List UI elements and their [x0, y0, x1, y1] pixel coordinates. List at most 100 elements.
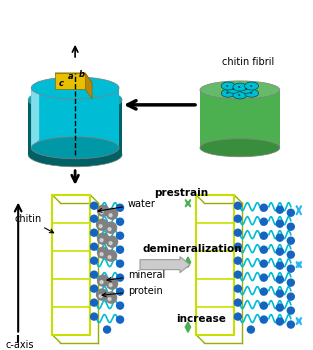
Circle shape — [105, 222, 116, 233]
Circle shape — [108, 228, 111, 231]
Circle shape — [98, 205, 109, 216]
Circle shape — [98, 247, 109, 258]
Circle shape — [116, 246, 124, 253]
Ellipse shape — [239, 85, 253, 93]
Circle shape — [90, 243, 98, 250]
Circle shape — [99, 225, 102, 228]
Circle shape — [287, 279, 294, 286]
Ellipse shape — [244, 89, 259, 97]
Circle shape — [90, 313, 98, 320]
Circle shape — [234, 243, 241, 250]
Circle shape — [287, 251, 294, 258]
Circle shape — [108, 256, 111, 259]
Circle shape — [109, 242, 112, 245]
Polygon shape — [31, 88, 119, 148]
Circle shape — [90, 285, 98, 292]
Text: protein: protein — [102, 286, 163, 297]
Polygon shape — [31, 80, 39, 148]
Ellipse shape — [28, 143, 122, 167]
Circle shape — [276, 206, 283, 213]
Circle shape — [276, 248, 283, 255]
Text: a: a — [249, 91, 252, 95]
Circle shape — [234, 202, 241, 209]
Polygon shape — [28, 100, 122, 155]
Circle shape — [276, 304, 283, 311]
Circle shape — [116, 260, 124, 267]
Circle shape — [287, 307, 294, 314]
Circle shape — [106, 278, 118, 289]
Circle shape — [260, 316, 267, 323]
Text: a: a — [226, 84, 229, 88]
Circle shape — [104, 326, 110, 333]
Circle shape — [100, 281, 103, 284]
Text: chitin: chitin — [14, 214, 54, 233]
Circle shape — [116, 288, 124, 295]
Circle shape — [90, 299, 98, 306]
Circle shape — [116, 274, 124, 281]
Ellipse shape — [233, 91, 247, 99]
Text: c: c — [59, 79, 64, 88]
Circle shape — [234, 313, 241, 320]
Text: a: a — [231, 87, 234, 91]
Circle shape — [90, 257, 98, 264]
Text: demineralization: demineralization — [142, 244, 242, 254]
Text: b: b — [79, 70, 85, 79]
Circle shape — [100, 239, 103, 242]
Circle shape — [287, 223, 294, 230]
Circle shape — [234, 257, 241, 264]
Ellipse shape — [244, 82, 259, 90]
Circle shape — [276, 290, 283, 297]
Circle shape — [116, 218, 124, 225]
Circle shape — [234, 271, 241, 278]
Bar — [52, 195, 90, 335]
Circle shape — [116, 302, 124, 309]
Ellipse shape — [221, 89, 235, 97]
Circle shape — [287, 293, 294, 300]
Text: a: a — [238, 93, 240, 97]
Circle shape — [106, 236, 118, 247]
Circle shape — [90, 271, 98, 278]
Circle shape — [287, 209, 294, 216]
Circle shape — [247, 326, 254, 333]
Circle shape — [100, 211, 103, 214]
Circle shape — [276, 318, 283, 325]
Circle shape — [109, 214, 112, 217]
Circle shape — [116, 316, 124, 323]
Circle shape — [98, 275, 109, 286]
Text: water: water — [98, 199, 156, 212]
Circle shape — [90, 215, 98, 222]
Circle shape — [234, 229, 241, 236]
Circle shape — [97, 289, 108, 300]
Circle shape — [98, 233, 109, 244]
Circle shape — [287, 237, 294, 244]
Circle shape — [260, 246, 267, 253]
FancyArrow shape — [140, 257, 190, 273]
Text: increase: increase — [176, 314, 226, 324]
Text: a: a — [68, 72, 74, 81]
Polygon shape — [200, 90, 280, 148]
Circle shape — [116, 232, 124, 239]
Circle shape — [116, 204, 124, 211]
Ellipse shape — [31, 77, 119, 99]
Circle shape — [276, 262, 283, 269]
Circle shape — [90, 202, 98, 209]
Circle shape — [276, 276, 283, 283]
Circle shape — [260, 218, 267, 225]
Circle shape — [105, 250, 116, 261]
Circle shape — [276, 234, 283, 241]
Circle shape — [90, 229, 98, 236]
Circle shape — [287, 321, 294, 328]
Bar — [196, 195, 234, 335]
Text: a: a — [244, 87, 247, 91]
Ellipse shape — [221, 82, 235, 90]
Circle shape — [260, 274, 267, 281]
Circle shape — [260, 260, 267, 267]
Text: mineral: mineral — [107, 270, 165, 281]
Circle shape — [109, 284, 112, 287]
Circle shape — [99, 295, 102, 298]
Ellipse shape — [200, 81, 280, 99]
Circle shape — [260, 204, 267, 211]
Ellipse shape — [31, 137, 119, 159]
Circle shape — [100, 253, 103, 256]
Text: a: a — [249, 84, 252, 88]
